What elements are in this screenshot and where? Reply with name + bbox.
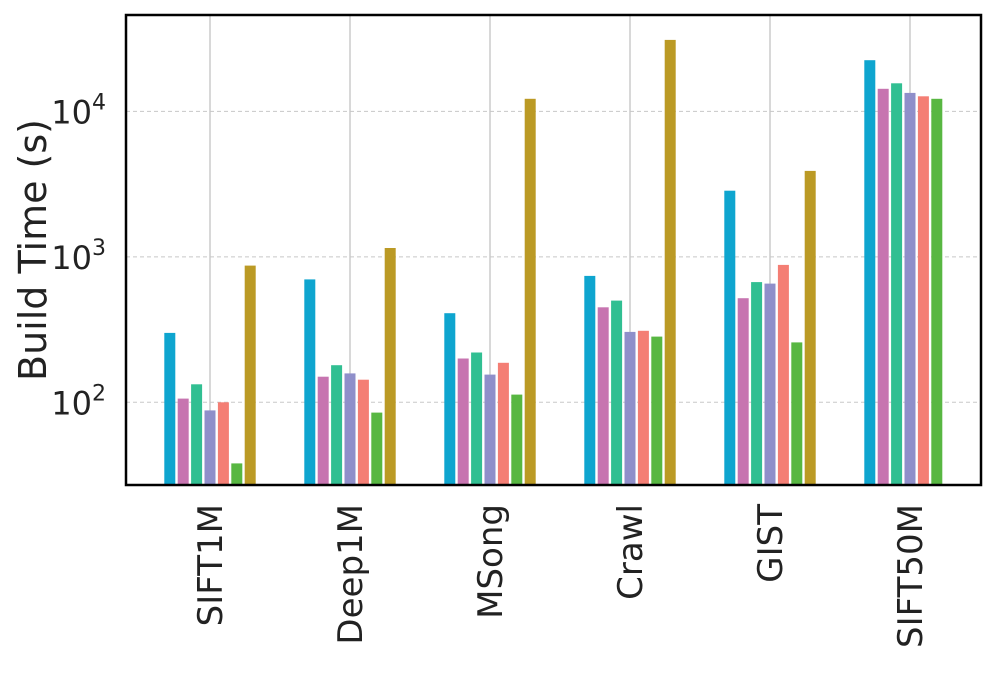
- bar-series-3: [471, 352, 483, 485]
- x-ticks-layer: SIFT1M Deep1M MSong Crawl GIST SIFT50M: [191, 504, 931, 648]
- bar-series-3: [191, 384, 203, 485]
- bar-series-5: [357, 379, 369, 485]
- y-tick-label: 102: [51, 381, 106, 422]
- bar-series-6: [931, 98, 943, 486]
- x-tick-label: SIFT1M: [191, 504, 231, 626]
- bar-series-6: [651, 336, 663, 485]
- y-axis-title: Build Time (s): [11, 119, 55, 381]
- bar-series-7: [244, 265, 256, 485]
- bar-series-5: [917, 96, 929, 486]
- bar-series-4: [904, 92, 916, 486]
- bar-series-6: [371, 412, 383, 485]
- bar-series-2: [457, 358, 469, 485]
- bar-series-5: [497, 362, 509, 485]
- bar-series-1: [584, 275, 596, 485]
- bar-series-1: [304, 279, 316, 485]
- bar-series-1: [864, 60, 876, 485]
- bar-series-7: [384, 248, 396, 485]
- bar-series-3: [331, 365, 343, 485]
- y-tick-label: 103: [51, 236, 106, 277]
- bar-series-1: [444, 313, 456, 485]
- bar-series-4: [764, 283, 776, 485]
- x-tick-label: MSong: [471, 504, 511, 619]
- x-tick-label: Deep1M: [331, 504, 371, 645]
- x-tick-label: SIFT50M: [891, 504, 931, 648]
- bar-series-7: [664, 39, 676, 486]
- bar-series-2: [597, 307, 609, 485]
- bar-series-6: [231, 463, 243, 485]
- bar-series-2: [317, 376, 329, 485]
- x-tick-label: Crawl: [611, 504, 651, 600]
- bar-series-6: [511, 394, 523, 485]
- bar-series-7: [524, 98, 536, 486]
- bar-series-2: [177, 398, 189, 485]
- bar-series-2: [877, 88, 889, 486]
- bar-series-3: [891, 83, 903, 486]
- bar-series-4: [344, 373, 356, 485]
- bar-series-6: [791, 342, 803, 485]
- bar-series-5: [217, 402, 229, 485]
- bar-series-3: [751, 282, 763, 485]
- bar-series-3: [611, 300, 623, 485]
- bar-series-5: [777, 264, 789, 485]
- bar-series-4: [624, 331, 636, 485]
- bar-series-7: [804, 170, 816, 485]
- bar-series-1: [164, 332, 176, 485]
- bar-series-5: [637, 330, 649, 485]
- x-tick-label: GIST: [751, 504, 791, 583]
- bar-series-4: [484, 374, 496, 485]
- bar-series-2: [737, 298, 749, 485]
- bar-series-4: [204, 410, 216, 485]
- y-tick-label: 104: [51, 90, 106, 131]
- y-ticks-layer: 102 103 104: [51, 90, 106, 422]
- plot-frame: [124, 13, 983, 487]
- bars-layer: [164, 39, 943, 486]
- bar-series-1: [724, 190, 736, 485]
